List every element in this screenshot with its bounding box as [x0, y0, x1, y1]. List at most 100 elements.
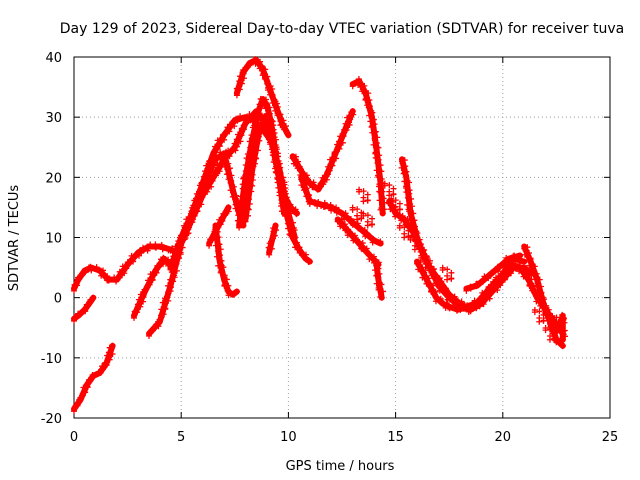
data-point-marker	[493, 274, 500, 281]
data-point-marker	[201, 168, 208, 175]
data-point-marker	[346, 119, 353, 126]
data-point-marker	[160, 259, 167, 266]
data-point-marker	[340, 133, 347, 140]
data-point-marker	[376, 183, 383, 190]
data-point-marker	[212, 242, 219, 249]
data-point-marker	[378, 281, 385, 288]
data-point-marker	[379, 210, 386, 217]
data-point-marker	[465, 308, 472, 315]
data-point-marker	[271, 96, 278, 103]
data-point-marker	[265, 244, 272, 251]
y-tick-label: 10	[45, 232, 62, 247]
data-point-marker	[473, 283, 480, 290]
data-point-marker	[329, 157, 336, 164]
data-point-marker	[344, 232, 351, 239]
data-point-marker	[349, 83, 356, 90]
series-line	[399, 156, 528, 313]
data-point-marker	[104, 352, 111, 359]
data-point-marker	[241, 211, 248, 218]
data-point-marker	[372, 149, 379, 156]
data-point-marker	[306, 200, 313, 207]
data-point-marker	[193, 190, 200, 197]
data-point-marker	[292, 153, 299, 160]
data-point-marker	[251, 150, 258, 157]
data-point-marker	[265, 116, 272, 123]
data-point-marker	[359, 240, 366, 247]
data-point-marker	[539, 294, 546, 301]
scatter-marker	[364, 197, 371, 204]
data-point-marker	[254, 108, 261, 115]
data-point-marker	[501, 259, 508, 266]
data-point-marker	[252, 155, 259, 162]
scatter-marker	[426, 263, 433, 270]
data-point-marker	[380, 206, 387, 213]
data-point-marker	[245, 206, 252, 213]
series-trace-21	[463, 252, 523, 294]
data-point-marker	[381, 199, 388, 206]
data-point-marker	[79, 390, 86, 397]
scatter-marker	[542, 327, 549, 334]
data-point-marker	[225, 204, 232, 211]
data-point-marker	[210, 172, 217, 179]
data-point-marker	[539, 304, 546, 311]
data-point-marker	[377, 189, 384, 196]
scatter-marker	[418, 254, 425, 261]
data-point-marker	[296, 249, 303, 256]
data-point-marker	[249, 182, 256, 189]
data-point-marker	[398, 164, 405, 171]
data-point-marker	[480, 295, 487, 302]
scatter-marker	[416, 245, 423, 252]
data-point-marker	[441, 285, 448, 292]
data-point-marker	[369, 129, 376, 136]
scatter-marker	[392, 197, 399, 204]
x-tick-label: 20	[495, 430, 512, 445]
x-tick-label: 15	[387, 430, 404, 445]
data-point-marker	[130, 258, 137, 265]
data-point-marker	[443, 300, 450, 307]
y-tick-label: 40	[45, 51, 62, 66]
data-point-marker	[278, 121, 285, 128]
data-point-marker	[335, 207, 342, 214]
scatter-marker	[531, 309, 538, 316]
data-point-marker	[464, 302, 471, 309]
scatter-marker	[396, 224, 403, 231]
data-point-marker	[234, 217, 241, 224]
scatter-marker	[405, 227, 412, 234]
data-point-marker	[300, 253, 307, 260]
data-point-marker	[90, 373, 97, 380]
data-point-marker	[221, 136, 228, 143]
data-point-marker	[366, 256, 373, 263]
data-point-marker	[375, 144, 382, 151]
scatter-marker	[557, 317, 564, 324]
data-point-marker	[433, 294, 440, 301]
data-point-marker	[105, 277, 112, 284]
data-point-marker	[342, 213, 349, 220]
data-point-marker	[342, 227, 349, 234]
data-point-marker	[238, 193, 245, 200]
data-point-marker	[438, 280, 445, 287]
data-point-marker	[436, 275, 443, 282]
data-point-marker	[165, 288, 172, 295]
data-point-marker	[173, 267, 180, 274]
data-point-marker	[246, 200, 253, 207]
data-point-marker	[274, 150, 281, 157]
data-point-marker	[206, 242, 213, 249]
data-point-marker	[345, 226, 352, 233]
data-point-marker	[136, 247, 143, 254]
data-point-marker	[361, 82, 368, 89]
data-point-marker	[368, 124, 375, 131]
x-axis-label: GPS time / hours	[286, 459, 395, 474]
data-point-marker	[351, 235, 358, 242]
data-point-marker	[146, 332, 153, 339]
data-point-marker	[226, 153, 233, 160]
data-point-marker	[536, 276, 543, 283]
data-point-marker	[291, 234, 298, 241]
data-point-marker	[243, 199, 250, 206]
data-point-marker	[542, 308, 549, 315]
data-point-marker	[408, 203, 415, 210]
data-point-marker	[280, 117, 287, 124]
data-point-marker	[219, 158, 226, 165]
data-point-marker	[417, 259, 424, 266]
data-point-marker	[283, 196, 290, 203]
data-point-marker	[270, 126, 277, 133]
